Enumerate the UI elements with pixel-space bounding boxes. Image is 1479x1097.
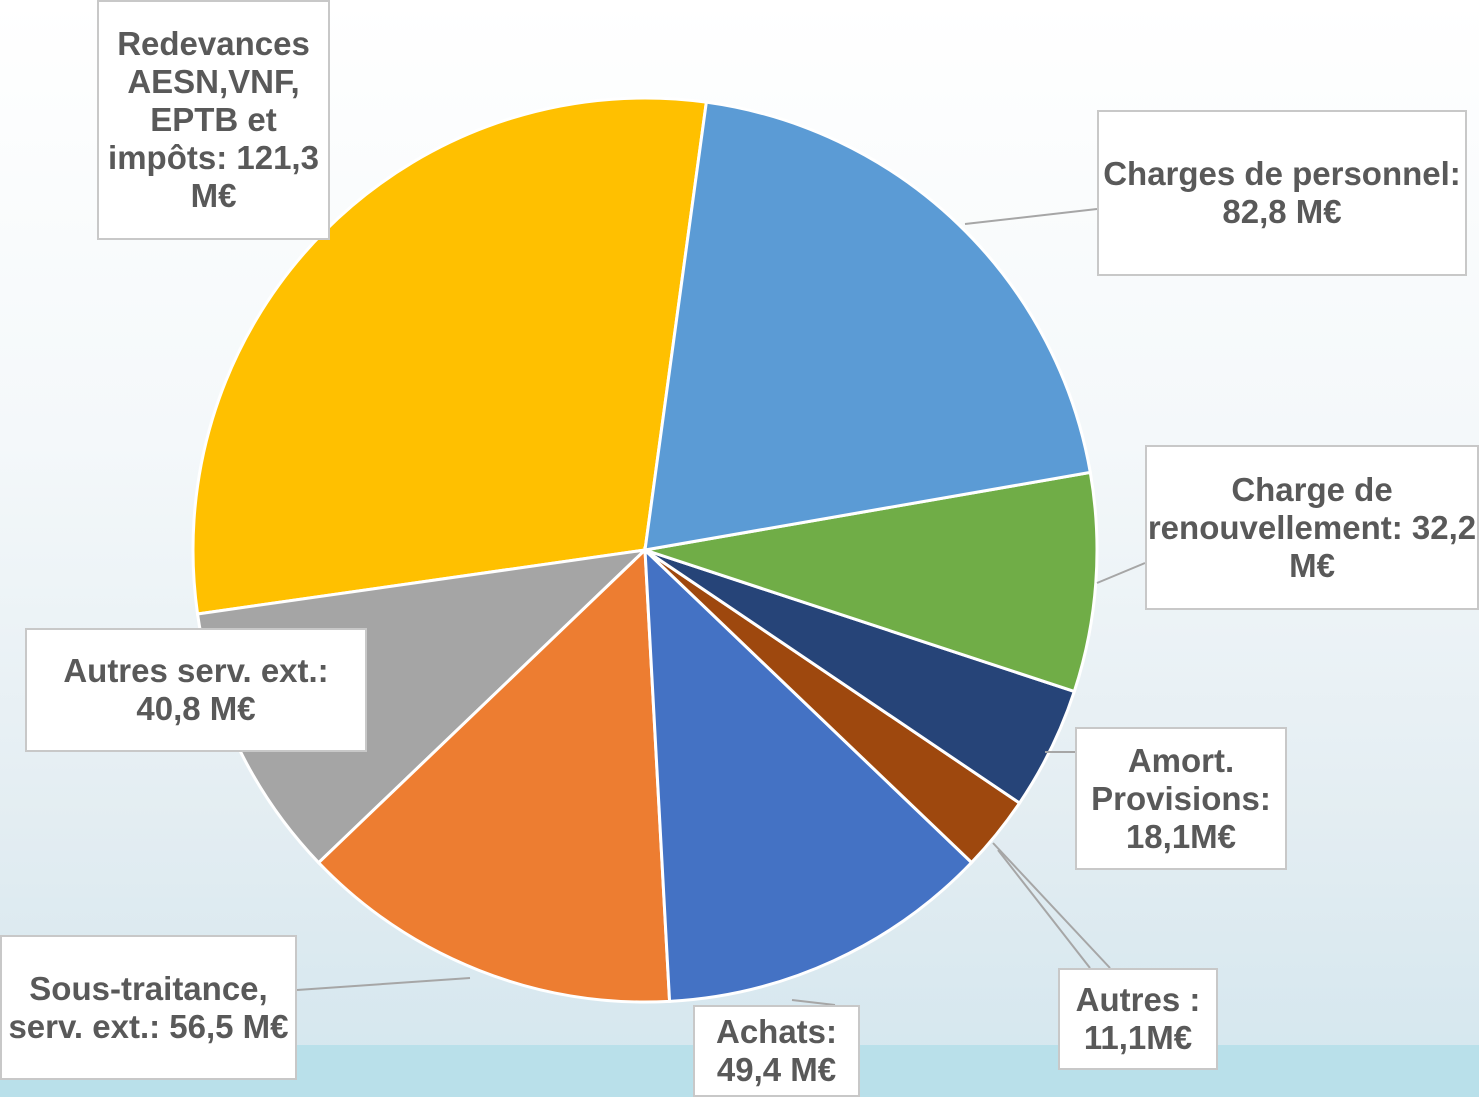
data-label: Amort. Provisions: 18,1M€: [1075, 727, 1287, 870]
pie-slice: [645, 102, 1090, 550]
data-label: Charge de renouvellement: 32,2 M€: [1145, 445, 1479, 610]
label-text: Autres : 11,1M€: [1060, 981, 1216, 1057]
data-label: Achats: 49,4 M€: [693, 1005, 860, 1097]
category-label: Amort. Provisions:: [1091, 742, 1271, 817]
data-label: Redevances AESN,VNF, EPTB et impôts: 121…: [97, 0, 330, 240]
data-label: Autres serv. ext.: 40,8 M€: [25, 628, 367, 752]
category-label: Autres serv. ext.:: [63, 652, 328, 689]
data-label: Sous-traitance, serv. ext.: 56,5 M€: [0, 935, 297, 1080]
value-label: 11,1M€: [1084, 1019, 1192, 1056]
value-label: 40,8 M€: [136, 690, 255, 727]
value-label: 49,4 M€: [717, 1051, 836, 1088]
label-text: Redevances AESN,VNF, EPTB et impôts: 121…: [99, 25, 328, 215]
category-label: Charge de renouvellement:: [1148, 471, 1403, 546]
value-label: 82,8 M€: [1222, 193, 1341, 230]
label-text: Sous-traitance, serv. ext.: 56,5 M€: [2, 970, 295, 1046]
page: Charges de personnel: 82,8 M€ Charge de r…: [0, 0, 1479, 1097]
label-text: Charge de renouvellement: 32,2 M€: [1147, 471, 1477, 585]
category-label: Charges de personnel:: [1103, 155, 1461, 192]
data-label: Autres : 11,1M€: [1058, 968, 1218, 1070]
label-text: Autres serv. ext.: 40,8 M€: [27, 652, 365, 728]
value-label: 18,1M€: [1126, 818, 1236, 855]
label-text: Achats: 49,4 M€: [695, 1013, 858, 1089]
value-label: 56,5 M€: [169, 1008, 288, 1045]
data-label: Charges de personnel: 82,8 M€: [1097, 110, 1467, 276]
label-text: Charges de personnel: 82,8 M€: [1099, 155, 1465, 231]
category-label: Achats:: [716, 1013, 837, 1050]
category-label: Autres :: [1076, 981, 1201, 1018]
label-text: Amort. Provisions: 18,1M€: [1077, 742, 1285, 856]
